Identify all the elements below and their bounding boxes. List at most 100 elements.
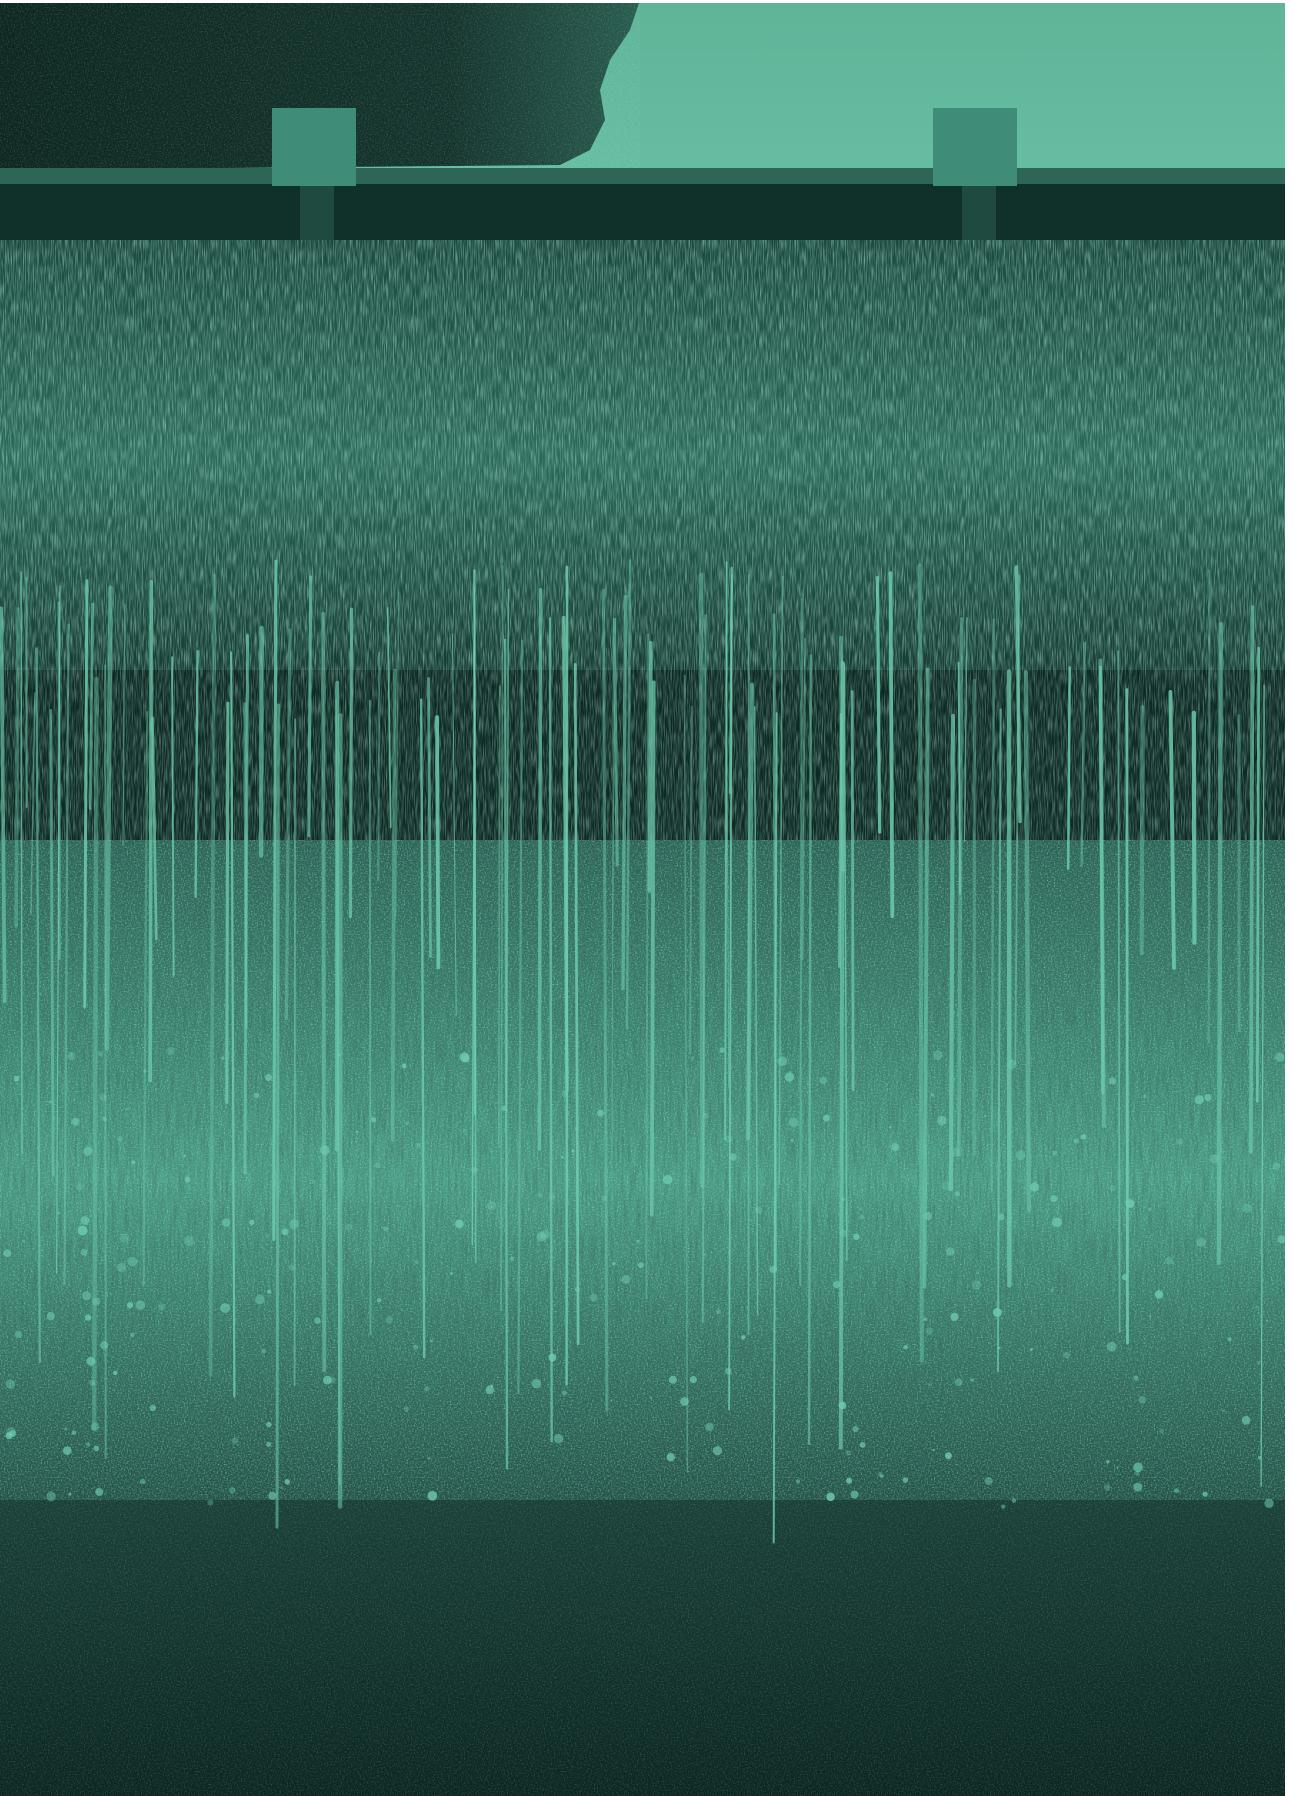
spray-droplet bbox=[471, 1166, 478, 1174]
spray-droplet bbox=[719, 1047, 725, 1053]
spray-droplet bbox=[1116, 1466, 1119, 1469]
spray-droplet bbox=[636, 1239, 640, 1243]
spray-droplet bbox=[454, 1219, 464, 1229]
spray-droplet bbox=[971, 1280, 981, 1290]
spray-droplet bbox=[561, 1090, 569, 1097]
spray-droplet bbox=[5, 1379, 16, 1389]
spray-droplet bbox=[998, 1346, 1001, 1350]
spray-droplet bbox=[858, 1207, 863, 1211]
spray-droplet bbox=[501, 1105, 507, 1112]
water-stream bbox=[875, 575, 882, 834]
water-stream bbox=[1168, 690, 1176, 970]
water-stream bbox=[1066, 666, 1071, 870]
water-stream bbox=[63, 623, 70, 1286]
water-stream bbox=[435, 715, 441, 970]
spray-droplet bbox=[531, 1378, 542, 1389]
spray-droplet bbox=[762, 1183, 766, 1186]
spray-droplet bbox=[71, 1430, 77, 1436]
spray-droplet bbox=[944, 1452, 952, 1460]
water-stream bbox=[104, 664, 107, 1459]
spray-droplet bbox=[823, 1114, 830, 1122]
spray-droplet bbox=[839, 1229, 847, 1237]
spray-droplet bbox=[22, 1239, 26, 1243]
spray-droplet bbox=[48, 1100, 52, 1104]
spray-droplet bbox=[3, 1249, 12, 1258]
water-stream bbox=[321, 611, 327, 1373]
water-stream bbox=[778, 575, 784, 1185]
spray-droplet bbox=[1159, 1428, 1165, 1434]
spray-droplet bbox=[850, 1490, 859, 1499]
water-stream bbox=[996, 708, 1002, 1373]
water-stream bbox=[956, 617, 964, 1157]
spray-droplet bbox=[728, 1153, 737, 1161]
spray-droplet bbox=[1051, 1217, 1062, 1228]
spray-droplet bbox=[951, 1147, 961, 1157]
spray-droplet bbox=[221, 1218, 231, 1227]
weir-crest bbox=[0, 168, 1297, 184]
spray-droplet bbox=[86, 1356, 96, 1366]
spray-droplet bbox=[183, 1236, 194, 1246]
spray-droplet bbox=[984, 1477, 993, 1485]
spray-droplet bbox=[143, 1069, 147, 1073]
water-stream bbox=[683, 674, 689, 1473]
spray-droplet bbox=[621, 1274, 631, 1284]
spray-droplet bbox=[14, 1330, 23, 1339]
spray-droplet bbox=[13, 1075, 20, 1082]
water-stream bbox=[335, 698, 341, 1486]
spray-droplet bbox=[954, 1378, 963, 1387]
spray-droplet bbox=[207, 1499, 214, 1506]
water-stream bbox=[957, 661, 961, 895]
spray-droplet bbox=[265, 1234, 270, 1238]
spray-droplet bbox=[754, 1206, 763, 1215]
water-stream bbox=[948, 713, 956, 1192]
spray-droplet bbox=[649, 1396, 653, 1400]
spray-droplet bbox=[1050, 1288, 1054, 1292]
spray-droplet bbox=[228, 1487, 236, 1494]
water-stream bbox=[57, 601, 61, 961]
spray-droplet bbox=[769, 1265, 778, 1274]
water-stream bbox=[838, 635, 845, 872]
spray-droplet bbox=[184, 1176, 191, 1183]
spray-droplet bbox=[57, 1211, 61, 1215]
spray-droplet bbox=[149, 1404, 157, 1412]
water-stream bbox=[799, 598, 804, 1287]
spray-droplet bbox=[1209, 1154, 1219, 1164]
water-stream bbox=[497, 685, 501, 1148]
water-stream bbox=[420, 698, 426, 1359]
spray-droplet bbox=[902, 1477, 909, 1483]
water-stream bbox=[698, 572, 705, 1188]
water-stream bbox=[1125, 688, 1129, 1345]
spray-droplet bbox=[662, 1174, 673, 1185]
spray-droplet bbox=[266, 1441, 272, 1447]
spray-droplet bbox=[561, 1155, 564, 1159]
spray-droplet bbox=[741, 1335, 746, 1340]
spray-droplet bbox=[1194, 1095, 1204, 1105]
water-stream bbox=[649, 680, 656, 1217]
spray-droplet bbox=[845, 1450, 851, 1456]
water-stream bbox=[621, 594, 628, 991]
spray-droplet bbox=[376, 1298, 382, 1303]
water-stream bbox=[611, 635, 614, 1202]
spray-droplet bbox=[1065, 1167, 1068, 1170]
spray-droplet bbox=[1133, 1462, 1143, 1473]
spray-droplet bbox=[930, 1093, 934, 1097]
spray-droplet bbox=[1133, 1375, 1139, 1381]
spray-droplet bbox=[414, 1260, 419, 1264]
spray-droplet bbox=[853, 1233, 860, 1241]
spray-droplet bbox=[1029, 1182, 1040, 1192]
water-stream bbox=[151, 716, 158, 941]
water-stream bbox=[728, 573, 733, 1411]
spray-droplet bbox=[314, 1317, 321, 1324]
water-stream bbox=[148, 579, 154, 1083]
spray-droplet bbox=[405, 1121, 410, 1126]
water-stream bbox=[917, 563, 924, 1363]
water-stream bbox=[225, 701, 230, 1104]
water-stream bbox=[503, 638, 509, 1470]
water-stream bbox=[645, 633, 649, 1300]
spray-droplet bbox=[126, 1107, 130, 1111]
spray-droplet bbox=[1221, 1409, 1225, 1413]
spray-droplet bbox=[424, 1386, 430, 1392]
spray-droplet bbox=[548, 1353, 557, 1362]
spray-droplet bbox=[413, 1344, 418, 1350]
water-stream bbox=[625, 559, 632, 1030]
